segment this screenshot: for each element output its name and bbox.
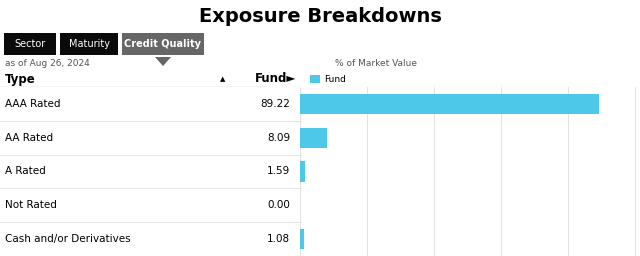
Text: as of Aug 26, 2024: as of Aug 26, 2024 [5,59,90,69]
Text: Sector: Sector [14,39,45,49]
Bar [300,94,599,114]
Bar [60,33,118,55]
Text: Not Rated: Not Rated [5,200,57,210]
Bar [310,75,320,83]
Text: 89.22: 89.22 [260,99,290,109]
Polygon shape [155,57,171,66]
Text: 1.59: 1.59 [267,166,290,176]
Text: Cash and/or Derivatives: Cash and/or Derivatives [5,234,131,244]
Text: Fund: Fund [324,74,346,83]
Text: AAA Rated: AAA Rated [5,99,61,109]
Text: AA Rated: AA Rated [5,133,53,143]
Text: Fund►: Fund► [255,72,296,86]
Bar [122,33,204,55]
Text: ▲: ▲ [220,76,225,82]
Text: 1.08: 1.08 [267,234,290,244]
Bar [300,161,305,182]
Text: Type: Type [5,72,36,86]
Text: 8.09: 8.09 [267,133,290,143]
Text: A Rated: A Rated [5,166,45,176]
Text: % of Market Value: % of Market Value [335,59,417,69]
Text: Exposure Breakdowns: Exposure Breakdowns [198,7,442,27]
Text: Credit Quality: Credit Quality [125,39,202,49]
Text: Maturity: Maturity [68,39,109,49]
Bar [300,127,327,148]
Text: 0.00: 0.00 [267,200,290,210]
Bar [300,229,303,249]
Bar [4,33,56,55]
